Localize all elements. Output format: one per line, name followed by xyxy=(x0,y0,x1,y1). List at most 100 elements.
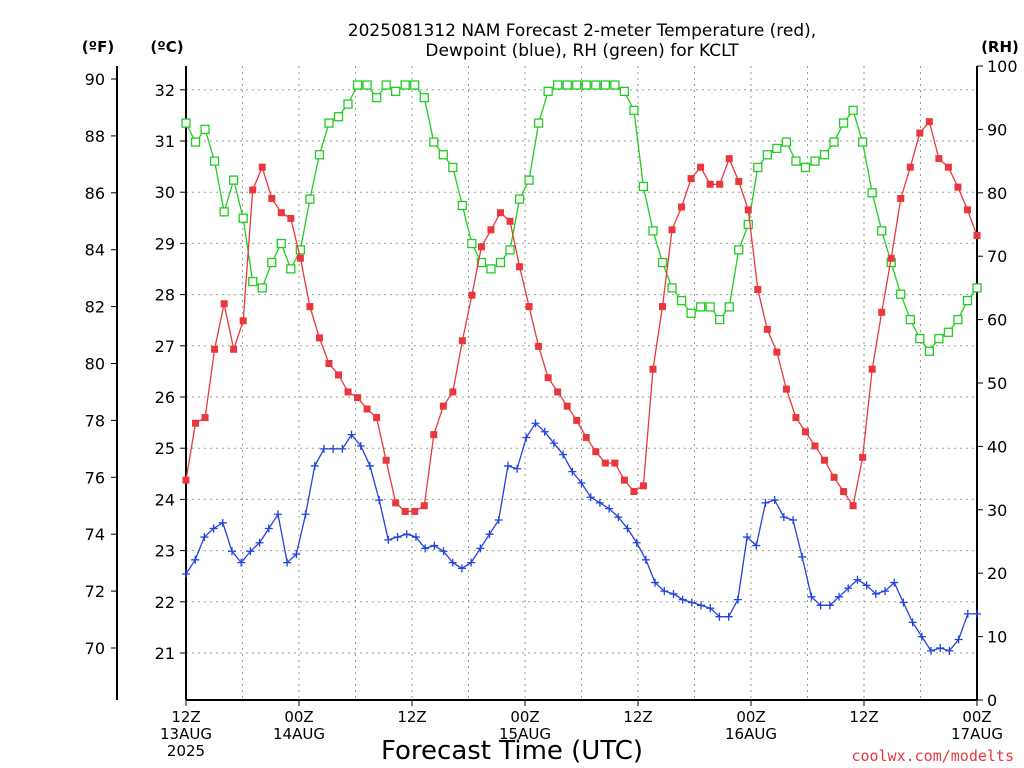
dewpoint-point xyxy=(743,533,752,542)
rh-tick-label: 30 xyxy=(987,501,1007,520)
x-tick-label: 00Z xyxy=(736,708,765,726)
rh-point xyxy=(581,80,591,90)
temperature-point xyxy=(458,337,466,345)
dewpoint-point xyxy=(531,419,540,428)
temperature-point xyxy=(944,163,952,171)
rh-point xyxy=(800,162,811,173)
dewpoint-point xyxy=(853,575,862,584)
dewpoint-point xyxy=(973,609,981,618)
temperature-point xyxy=(373,414,381,422)
rh-point xyxy=(648,226,658,236)
temperature-point xyxy=(735,177,743,185)
dewpoint-point xyxy=(347,430,356,439)
rh-series xyxy=(181,80,982,356)
dewpoint-point xyxy=(660,587,669,596)
dewpoint-point xyxy=(246,547,255,556)
rh-point xyxy=(629,105,639,116)
dewpoint-point xyxy=(816,601,825,610)
celsius-tick-label: 29 xyxy=(155,234,175,253)
rh-point xyxy=(753,162,763,173)
temperature-point xyxy=(744,206,752,214)
unit-label-rh: (RH) xyxy=(981,38,1019,56)
temperature-point xyxy=(811,442,819,450)
temperature-point xyxy=(525,303,533,311)
rh-point xyxy=(400,80,410,90)
rh-point xyxy=(495,257,506,268)
rh-point xyxy=(915,333,925,344)
rh-point xyxy=(267,257,277,268)
rh-point xyxy=(724,302,734,312)
temperature-point xyxy=(763,325,771,333)
x-tick-label: 14AUG xyxy=(273,725,325,743)
temperature-point xyxy=(258,163,266,171)
temperature-point xyxy=(182,476,190,484)
fahrenheit-tick-label: 70 xyxy=(85,639,105,658)
temperature-point xyxy=(754,286,762,294)
dewpoint-point xyxy=(393,533,402,542)
rh-point xyxy=(476,257,487,268)
rh-point xyxy=(972,283,982,293)
rh-point xyxy=(381,80,391,90)
temperature-point xyxy=(639,482,647,490)
dewpoint-point xyxy=(559,450,568,459)
dewpoint-point xyxy=(798,552,807,561)
temperature-point xyxy=(630,488,638,496)
unit-label-celsius: (ºC) xyxy=(150,38,183,56)
temperature-point xyxy=(601,459,609,467)
dewpoint-point xyxy=(733,595,742,604)
dewpoint-point xyxy=(485,530,494,539)
rh-point xyxy=(715,314,725,325)
temperature-point xyxy=(430,431,438,439)
rh-point xyxy=(867,188,877,198)
x-tick-label: 12Z xyxy=(171,708,200,726)
rh-point xyxy=(352,80,363,90)
dewpoint-point xyxy=(319,444,328,453)
dewpoint-point xyxy=(439,547,448,556)
temperature-point xyxy=(706,180,714,188)
dewpoint-point xyxy=(283,558,292,567)
dewpoint-point xyxy=(908,618,917,627)
rh-point xyxy=(638,181,649,192)
rh-point xyxy=(276,238,286,249)
rh-point xyxy=(705,302,715,312)
dewpoint-point xyxy=(871,589,880,598)
celsius-tick-label: 26 xyxy=(155,388,175,407)
rh-point xyxy=(772,143,782,154)
dewpoint-point xyxy=(549,439,558,448)
dewpoint-point xyxy=(835,592,844,601)
temperature-point xyxy=(554,388,562,396)
dewpoint-point xyxy=(365,461,374,470)
temperature-point xyxy=(411,507,419,515)
chart-title-line1: 2025081312 NAM Forecast 2-meter Temperat… xyxy=(348,21,816,41)
dewpoint-point xyxy=(384,535,393,544)
rh-point xyxy=(286,264,296,274)
temperature-point xyxy=(611,459,619,467)
rh-tick-label: 50 xyxy=(987,374,1007,393)
dewpoint-point xyxy=(890,578,899,587)
temperature-point xyxy=(239,317,247,325)
temperature-point xyxy=(496,209,504,217)
dewpoint-point xyxy=(881,587,890,596)
dewpoint-point xyxy=(218,518,227,527)
fahrenheit-tick-label: 86 xyxy=(85,184,105,203)
rh-point xyxy=(896,289,906,299)
dewpoint-point xyxy=(807,592,816,601)
rh-point xyxy=(229,175,239,185)
dewpoint-point xyxy=(825,601,834,610)
temperature-point xyxy=(420,502,428,510)
temperature-point xyxy=(868,365,876,373)
celsius-tick-label: 28 xyxy=(155,286,175,305)
rh-point xyxy=(962,295,973,306)
dewpoint-point xyxy=(687,598,696,607)
rh-point xyxy=(324,118,334,128)
x-tick-label: 00Z xyxy=(962,708,991,726)
rh-point xyxy=(934,333,944,344)
dewpoint-point xyxy=(770,496,779,505)
series-layer xyxy=(181,80,982,655)
rh-point xyxy=(676,295,687,306)
dewpoint-point xyxy=(779,513,788,522)
dewpoint-point xyxy=(577,478,586,487)
dewpoint-point xyxy=(540,427,549,436)
rh-point xyxy=(200,124,210,135)
dewpoint-point xyxy=(182,570,190,579)
